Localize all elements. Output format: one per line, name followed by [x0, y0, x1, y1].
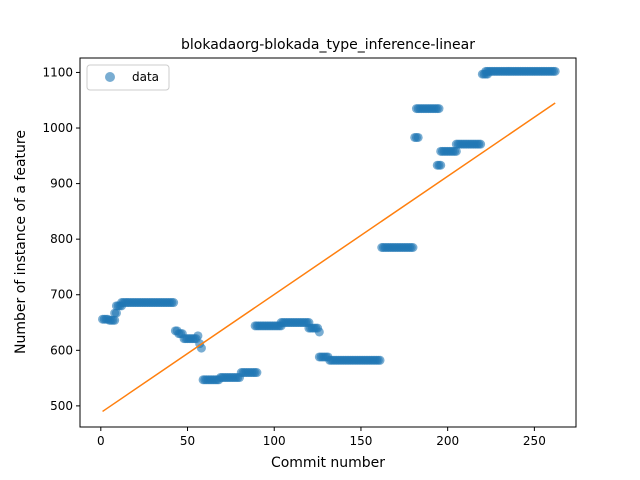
data-point [476, 139, 486, 149]
y-tick-label: 600 [50, 343, 73, 357]
data-point [169, 298, 179, 308]
axes-frame [79, 57, 577, 428]
y-tick-label: 500 [50, 399, 73, 413]
data-point [408, 243, 418, 252]
data-point [314, 327, 324, 337]
data-point [193, 331, 203, 341]
legend-marker-data [105, 72, 115, 82]
data-point [413, 132, 423, 142]
x-tick-label: 200 [436, 434, 459, 448]
chart-title: blokadaorg-blokada_type_inference-linear [181, 37, 475, 53]
x-axis-label: Commit number [271, 455, 385, 471]
data-point [252, 368, 262, 378]
y-tick-label: 1000 [42, 121, 73, 135]
x-tick-label: 50 [180, 434, 195, 448]
x-tick-label: 100 [263, 434, 286, 448]
plot-area [98, 66, 560, 413]
data-point [434, 104, 444, 114]
data-point [451, 146, 461, 156]
data-point [375, 355, 385, 365]
x-tick-label: 250 [523, 434, 546, 448]
fit-line [102, 102, 556, 413]
x-axis-ticks: 0 50 100 150 200 250 [97, 427, 546, 448]
y-axis-label: Number of instance of a feature [13, 130, 29, 354]
data-point [436, 160, 446, 170]
y-tick-label: 1100 [42, 65, 73, 79]
legend-box [86, 64, 170, 91]
x-tick-label: 0 [97, 434, 105, 448]
legend-label-data: data [132, 70, 159, 84]
legend: data [86, 64, 170, 91]
data-point [550, 66, 560, 76]
y-tick-label: 900 [50, 177, 73, 191]
y-tick-label: 800 [50, 232, 73, 246]
y-tick-label: 700 [50, 288, 73, 302]
data-point [110, 315, 120, 325]
x-tick-label: 150 [349, 434, 372, 448]
data-point [111, 308, 121, 318]
y-axis-ticks: 500 600 700 800 900 1000 1100 [42, 65, 80, 413]
